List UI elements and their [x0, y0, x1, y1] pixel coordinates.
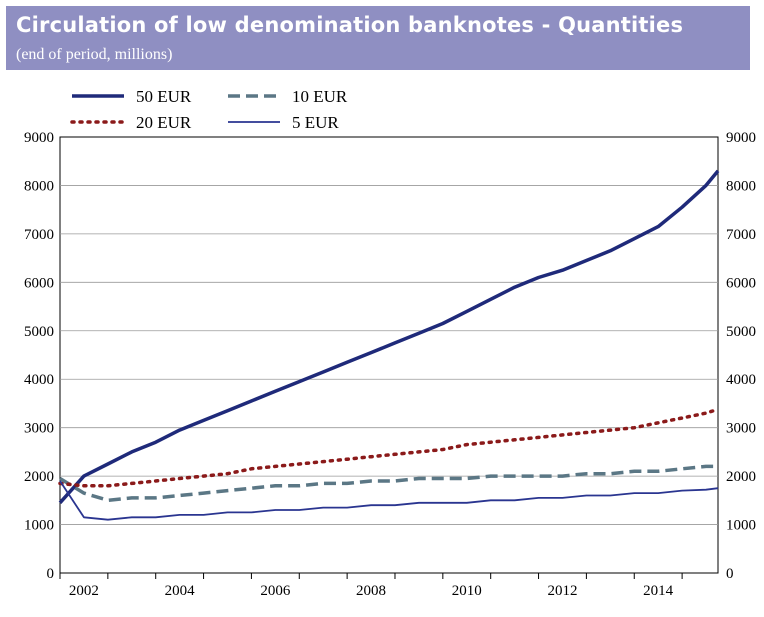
y-tick-label: 2000 [24, 469, 54, 485]
chart-header: Circulation of low denomination banknote… [6, 6, 750, 70]
legend-label: 5 EUR [292, 113, 339, 132]
legend-label: 20 EUR [136, 113, 192, 132]
series-line-10-eur [59, 464, 718, 503]
y-tick-label: 6000 [24, 275, 54, 291]
y-tick-label: 7000 [24, 227, 54, 243]
legend-label: 50 EUR [136, 87, 192, 106]
y-tick-label: 5000 [24, 324, 54, 340]
y-tick-label-right: 6000 [726, 275, 756, 291]
x-tick-label: 2008 [356, 583, 386, 599]
series-line-5-eur [59, 480, 719, 521]
y-tick-label: 3000 [24, 421, 54, 437]
chart-subtitle: (end of period, millions) [16, 46, 173, 63]
x-tick-label: 2004 [165, 583, 196, 599]
y-tick-label-right: 3000 [726, 421, 756, 437]
y-tick-label-right: 2000 [726, 469, 756, 485]
y-tick-label: 8000 [24, 178, 54, 194]
y-tick-label-right: 4000 [726, 372, 756, 388]
series-line-20-eur [58, 407, 720, 488]
y-tick-label: 9000 [24, 130, 54, 146]
y-tick-label-right: 1000 [726, 518, 756, 534]
y-tick-label: 1000 [24, 518, 54, 534]
series-line-50-eur [58, 169, 720, 504]
legend-label: 10 EUR [292, 87, 348, 106]
y-tick-label: 4000 [24, 372, 54, 388]
y-tick-label-right: 5000 [726, 324, 756, 340]
y-tick-label-right: 0 [726, 566, 734, 582]
plot-frame [59, 136, 719, 574]
chart-title: Circulation of low denomination banknote… [16, 13, 684, 37]
x-tick-label: 2006 [260, 583, 291, 599]
y-tick-label-right: 8000 [726, 178, 756, 194]
x-tick-label: 2002 [69, 583, 99, 599]
y-tick-label-right: 9000 [726, 130, 756, 146]
x-tick-label: 2012 [547, 583, 577, 599]
x-tick-label: 2014 [643, 583, 674, 599]
y-tick-label: 0 [47, 566, 55, 582]
y-tick-label-right: 7000 [726, 227, 756, 243]
x-tick-label: 2010 [452, 583, 482, 599]
